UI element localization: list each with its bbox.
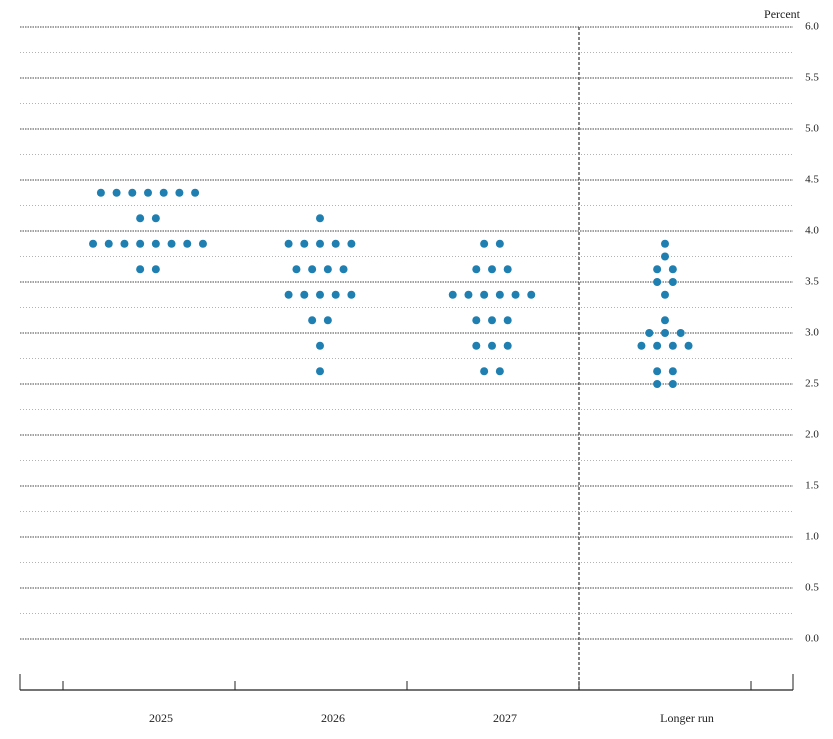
dot — [527, 290, 536, 299]
dot — [511, 290, 520, 299]
dot — [339, 265, 348, 274]
dot — [331, 239, 340, 248]
dot — [183, 239, 192, 248]
dot — [89, 239, 98, 248]
dot — [323, 265, 332, 274]
dot — [191, 188, 200, 197]
dot — [136, 265, 145, 274]
dot — [668, 341, 677, 350]
x-tick-label: 2026 — [321, 711, 345, 725]
x-tick-label: 2027 — [493, 711, 517, 725]
dot — [198, 239, 207, 248]
dot — [488, 265, 496, 274]
dot — [668, 367, 677, 376]
y-tick-label: 2.5 — [805, 378, 819, 390]
dot — [495, 290, 504, 299]
dot — [144, 188, 152, 197]
dot — [331, 290, 340, 299]
dot — [316, 214, 324, 223]
y-tick-label: 4.5 — [805, 174, 819, 186]
dot — [292, 265, 301, 274]
dot — [653, 341, 662, 350]
dot — [300, 239, 309, 248]
dot — [645, 329, 654, 337]
dot — [128, 188, 137, 197]
y-tick-label: 1.0 — [805, 531, 819, 543]
dot — [323, 316, 332, 325]
dot — [488, 316, 496, 325]
dot — [503, 265, 512, 274]
dot — [316, 239, 324, 248]
dot — [503, 316, 512, 325]
y-tick-label: 0.5 — [805, 582, 819, 594]
dot — [472, 265, 481, 274]
dot — [316, 367, 324, 376]
dot — [661, 252, 669, 261]
dot — [136, 239, 145, 248]
dot — [472, 316, 481, 325]
dot — [472, 341, 481, 350]
dot — [159, 188, 168, 197]
dot — [488, 341, 496, 350]
dot — [112, 188, 121, 197]
dot — [495, 367, 504, 376]
y-tick-label: 2.0 — [805, 429, 819, 441]
y-tick-label: 1.5 — [805, 480, 819, 492]
dot — [503, 341, 512, 350]
dot — [661, 316, 669, 325]
dot — [167, 239, 176, 248]
dot — [661, 290, 669, 299]
dot — [668, 278, 677, 286]
dot — [308, 316, 317, 325]
dot — [284, 290, 293, 299]
dot — [120, 239, 129, 248]
dot — [175, 188, 184, 197]
dot — [136, 214, 145, 223]
dot — [448, 290, 457, 299]
dot — [480, 290, 489, 299]
dot — [151, 265, 160, 274]
y-tick-label: 5.0 — [805, 123, 819, 135]
y-tick-label: 5.5 — [805, 72, 819, 84]
dot — [653, 278, 662, 286]
y-tick-label: 3.0 — [805, 327, 819, 339]
x-tick-label: Longer run — [660, 711, 714, 725]
dot — [284, 239, 293, 248]
dot — [661, 329, 669, 337]
dot — [684, 341, 693, 350]
y-tick-label: 0.0 — [805, 633, 819, 645]
dot — [308, 265, 317, 274]
x-tick-label: 2025 — [149, 711, 173, 725]
dot — [151, 239, 160, 248]
dot — [464, 290, 473, 299]
dot — [653, 265, 662, 274]
y-axis-label: Percent — [764, 7, 801, 21]
dot — [347, 239, 356, 248]
dot — [104, 239, 113, 248]
dot — [653, 367, 662, 376]
y-tick-label: 6.0 — [805, 21, 819, 33]
y-tick-label: 3.5 — [805, 276, 819, 288]
dot — [347, 290, 356, 299]
dot — [316, 290, 324, 299]
dot — [676, 329, 685, 337]
dot — [495, 239, 504, 248]
dot — [637, 341, 646, 350]
dot — [668, 380, 677, 388]
dot — [480, 239, 489, 248]
dot — [661, 239, 669, 248]
dot — [96, 188, 105, 197]
dot — [316, 341, 324, 350]
y-tick-label: 4.0 — [805, 225, 819, 237]
dot — [151, 214, 160, 223]
dot — [668, 265, 677, 274]
dot — [653, 380, 662, 388]
dot — [480, 367, 489, 376]
dot — [300, 290, 309, 299]
